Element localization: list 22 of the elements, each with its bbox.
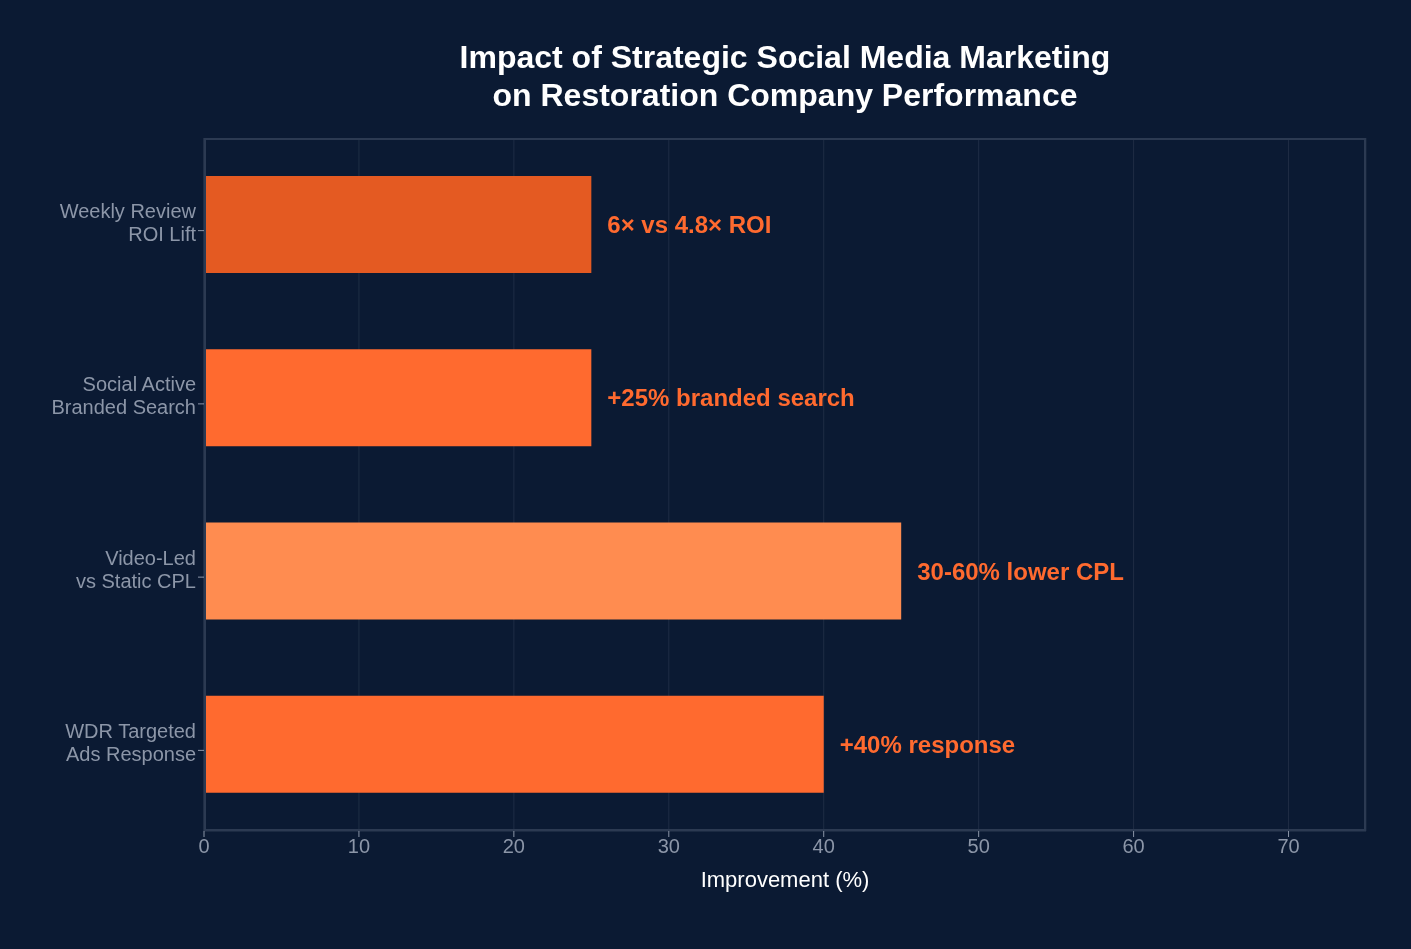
y-tick-label: WDR Targeted Ads Response xyxy=(65,720,196,766)
bar xyxy=(204,695,824,793)
x-tick-label: 60 xyxy=(1122,835,1145,858)
y-tick-label: Weekly Review ROI Lift xyxy=(59,200,197,246)
bar xyxy=(204,349,592,447)
x-tick-label: 20 xyxy=(502,835,525,858)
y-tick-label: Social Active Branded Search xyxy=(51,373,196,419)
y-tick-label: Video-Led vs Static CPL xyxy=(75,546,196,592)
bar xyxy=(204,176,592,274)
x-tick-label: 70 xyxy=(1277,835,1300,858)
x-tick-label: 10 xyxy=(347,835,371,858)
bar xyxy=(204,522,902,620)
annotation: 6× vs 4.8× ROI xyxy=(607,211,772,239)
x-tick-label: 0 xyxy=(198,835,210,858)
chart-title: Impact of Strategic Social Media Marketing on Restoration Company Performance xyxy=(458,38,1112,114)
annotation: 30-60% lower CPL xyxy=(917,557,1124,585)
x-tick-label: 40 xyxy=(812,835,835,858)
annotation: +40% response xyxy=(839,730,1016,758)
x-tick-label: 30 xyxy=(657,835,680,858)
annotation: +25% branded search xyxy=(607,384,855,412)
x-axis-title: Improvement (%) xyxy=(700,867,870,892)
x-tick-label: 50 xyxy=(967,835,990,858)
